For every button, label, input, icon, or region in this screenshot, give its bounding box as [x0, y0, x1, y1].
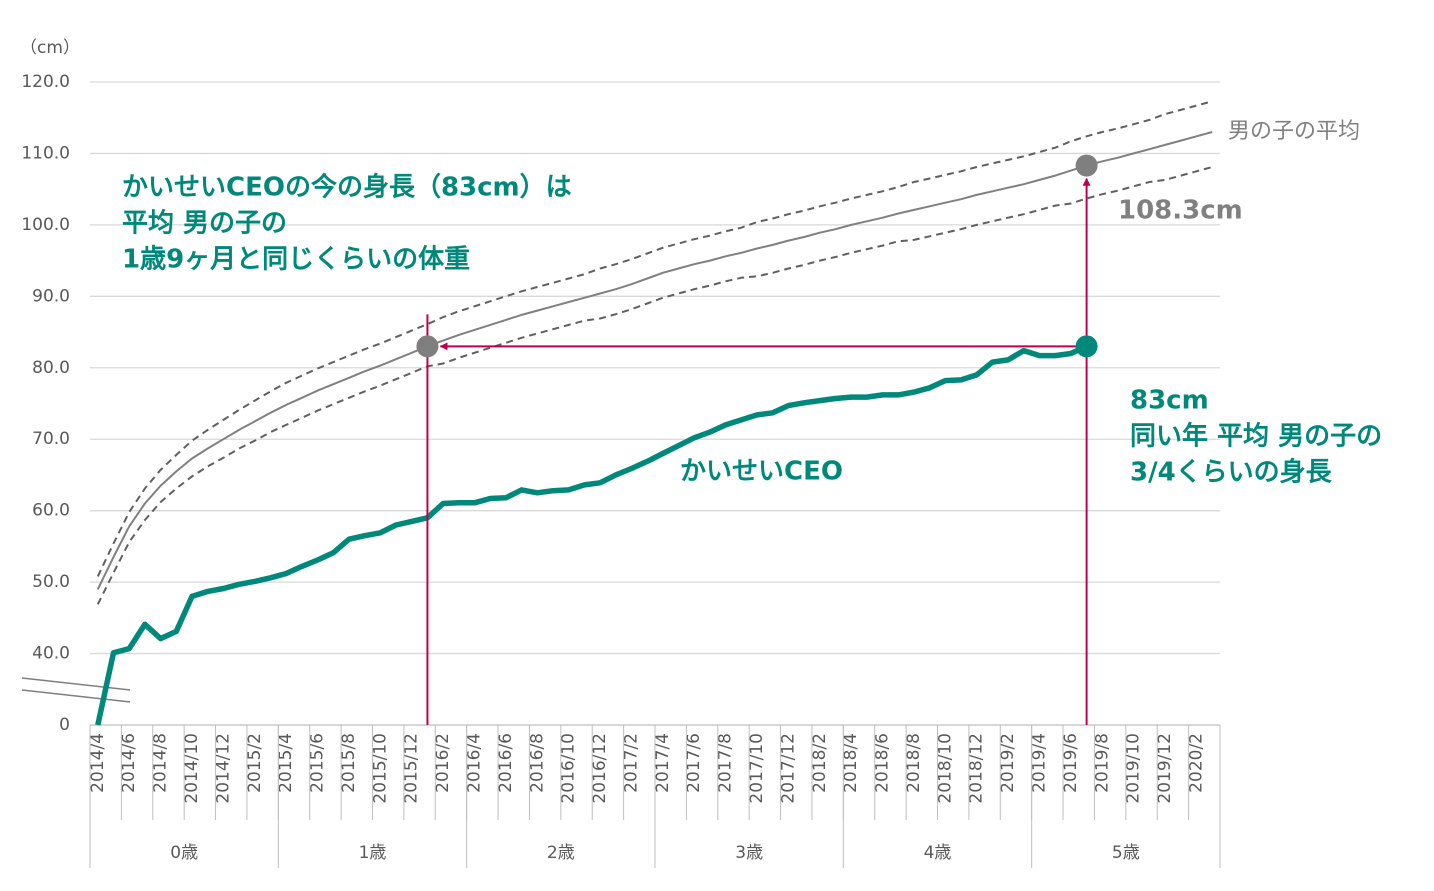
highlight-marker [1075, 335, 1098, 358]
group-label: 0歳 [170, 843, 198, 863]
x-tick-label: 2016/6 [496, 733, 516, 793]
x-tick-label: 2017/10 [747, 733, 767, 804]
annotation: 3/4くらいの身長 [1130, 457, 1333, 488]
x-tick-label: 2015/2 [245, 733, 265, 793]
x-tick-label: 2014/4 [88, 733, 108, 793]
series-label: かいせいCEO [680, 457, 843, 487]
x-tick-label: 2018/6 [873, 733, 893, 793]
x-tick-label: 2017/4 [653, 733, 673, 793]
annotation: 平均 男の子の [122, 209, 287, 239]
x-tick-label: 2018/8 [904, 733, 924, 793]
series-label: 男の子の平均 [1228, 119, 1360, 144]
highlight-marker [416, 335, 439, 358]
annotation: 83cm [1130, 386, 1209, 416]
x-tick-label: 2015/4 [276, 733, 296, 793]
x-tick-label: 2016/8 [527, 733, 547, 793]
x-tick-label: 2019/4 [1030, 733, 1050, 793]
x-tick-label: 2015/6 [308, 733, 328, 793]
x-tick-label: 2018/4 [841, 733, 861, 793]
annotation: 1歳9ヶ月と同じくらいの体重 [122, 245, 470, 275]
x-tick-label: 2019/2 [998, 733, 1018, 793]
x-tick-label: 2018/10 [935, 733, 955, 804]
annotation: 108.3cm [1118, 196, 1243, 226]
x-tick-label: 2016/2 [433, 733, 453, 793]
y-tick-label: 110.0 [21, 143, 70, 163]
group-label: 1歳 [359, 843, 387, 863]
highlight-marker [1075, 154, 1098, 177]
annotation: 同い年 平均 男の子の [1130, 421, 1382, 452]
y-tick-label: 120.0 [21, 72, 70, 92]
x-tick-label: 2018/2 [810, 733, 830, 793]
group-label: 3歳 [735, 843, 763, 863]
y-tick-label: 100.0 [21, 215, 70, 235]
x-tick-label: 2016/12 [590, 733, 610, 804]
y-tick-label: 40.0 [32, 644, 70, 664]
axis-break [21, 677, 131, 691]
x-tick-label: 2016/10 [559, 733, 579, 804]
y-tick-label: 90.0 [32, 286, 70, 306]
x-tick-label: 2015/8 [339, 733, 359, 793]
x-tick-label: 2014/6 [119, 733, 139, 793]
x-tick-label: 2014/10 [182, 733, 202, 804]
x-tick-label: 2015/12 [402, 733, 422, 804]
x-tick-label: 2014/12 [213, 733, 233, 804]
y-tick-label: 70.0 [32, 429, 70, 449]
x-tick-label: 2017/8 [716, 733, 736, 793]
y-tick-label: 80.0 [32, 358, 70, 378]
y-tick-label: 50.0 [32, 572, 70, 592]
annotation: かいせいCEOの今の身長（83cm）は [122, 172, 572, 203]
x-tick-label: 2017/6 [684, 733, 704, 793]
x-tick-label: 2019/12 [1155, 733, 1175, 804]
x-tick-label: 2020/2 [1186, 733, 1206, 793]
group-label: 4歳 [924, 843, 952, 863]
x-tick-label: 2015/10 [370, 733, 390, 804]
group-label: 2歳 [547, 843, 575, 863]
series-line [96, 166, 1213, 605]
x-tick-label: 2019/8 [1092, 733, 1112, 793]
group-label: 5歳 [1112, 843, 1140, 863]
x-tick-label: 2019/10 [1124, 733, 1144, 804]
axis-break [21, 689, 131, 703]
x-tick-label: 2014/8 [151, 733, 171, 793]
y-tick-label: 0 [59, 715, 70, 735]
x-tick-label: 2018/12 [967, 733, 987, 804]
y-unit: （cm） [20, 38, 80, 58]
x-tick-label: 2017/12 [778, 733, 798, 804]
y-tick-label: 60.0 [32, 501, 70, 521]
series-line [96, 131, 1213, 590]
x-tick-label: 2016/4 [465, 733, 485, 793]
x-tick-label: 2019/6 [1061, 733, 1081, 793]
series-line [95, 343, 1088, 726]
x-tick-label: 2017/2 [621, 733, 641, 793]
